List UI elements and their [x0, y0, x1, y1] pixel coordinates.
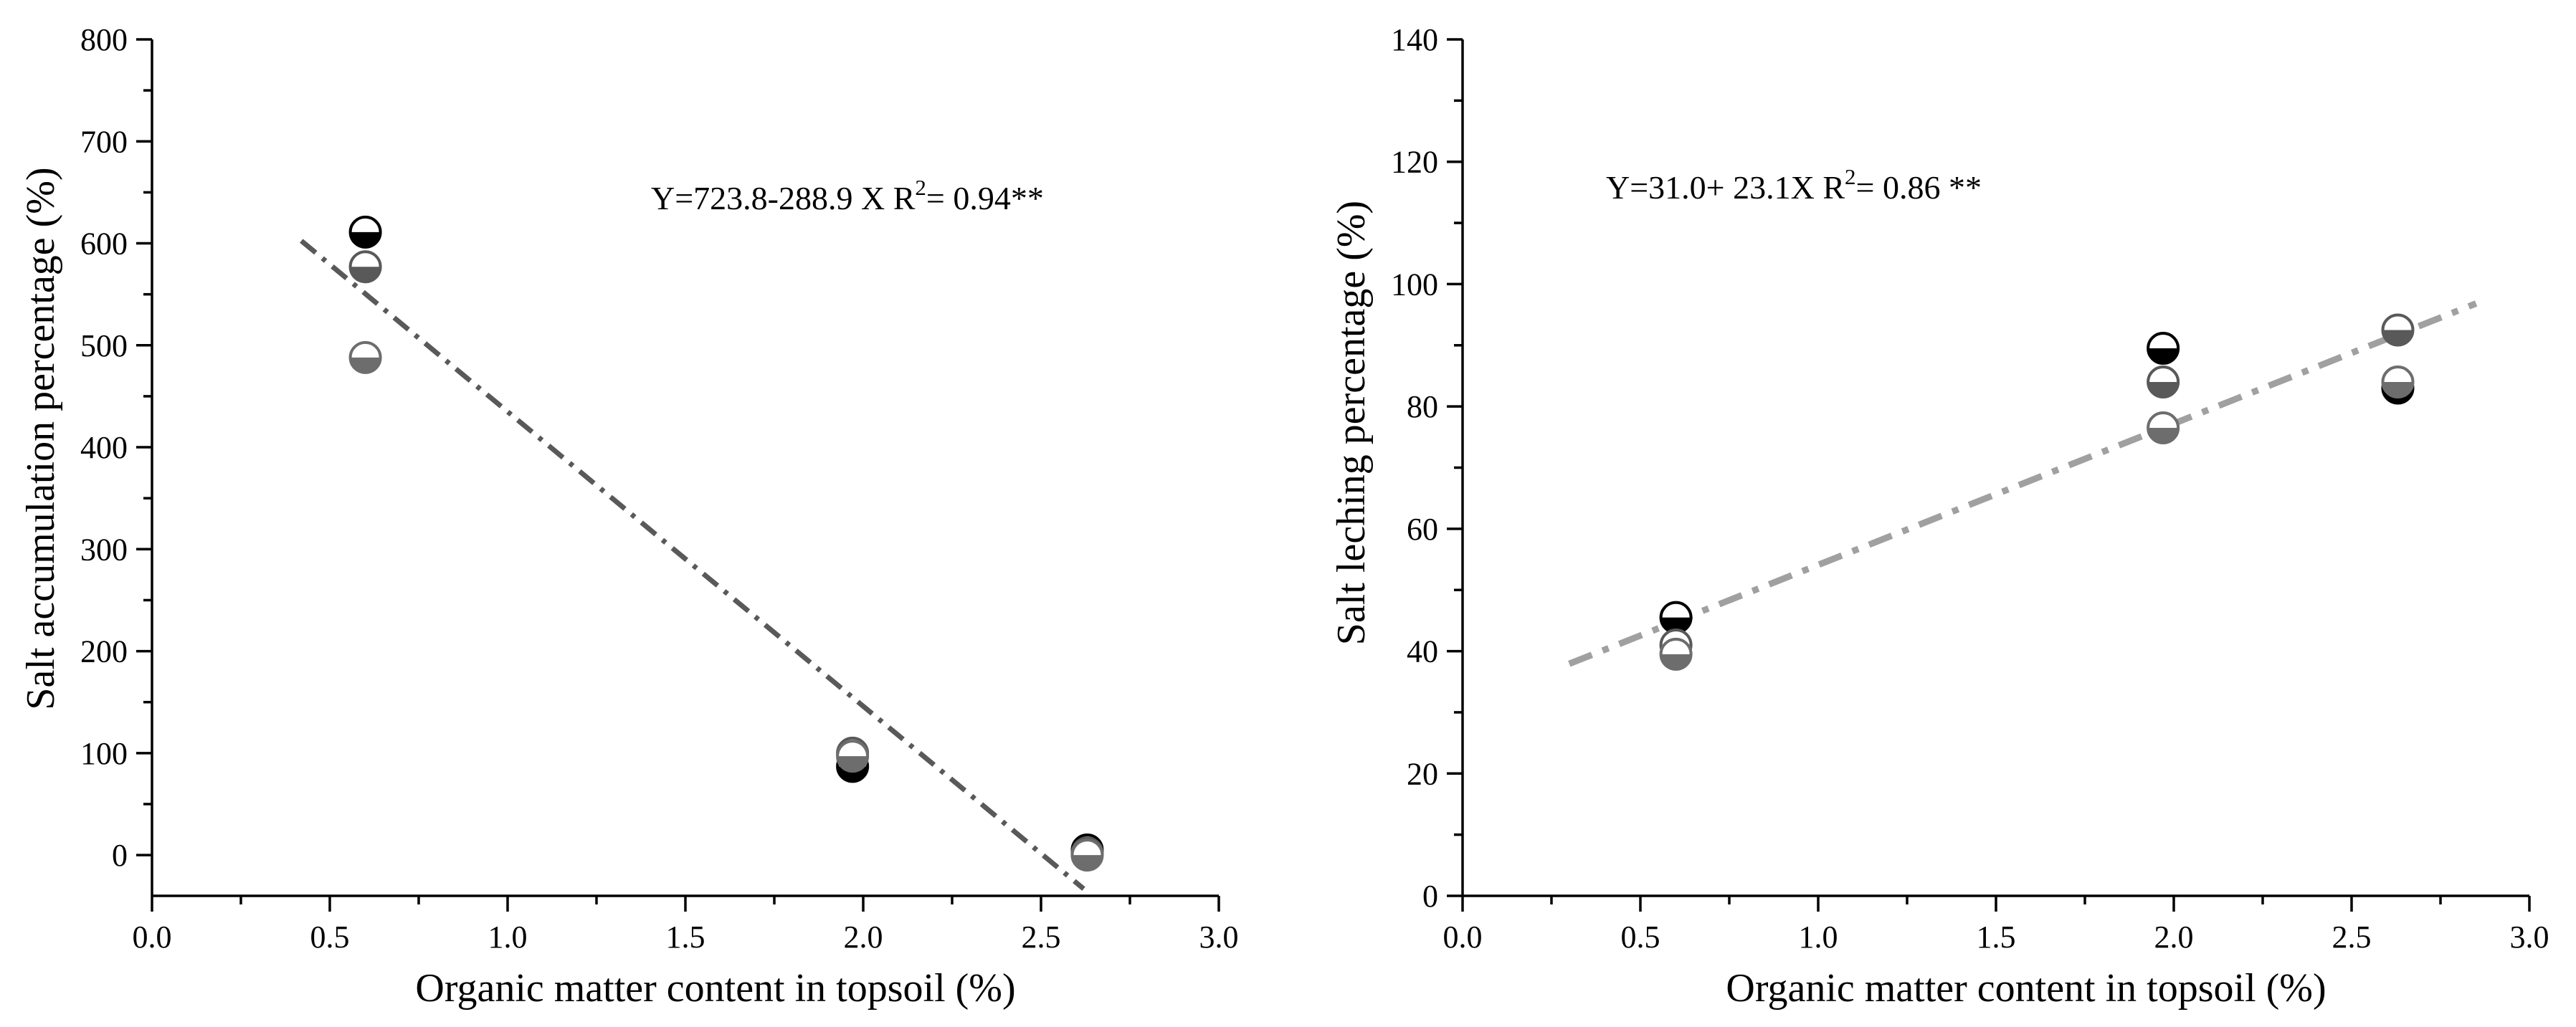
- data-point: [2147, 332, 2180, 366]
- marker-lower-half: [2148, 382, 2179, 397]
- equation-main: Y=723.8-288.9 X R: [651, 180, 916, 216]
- marker-lower-half: [350, 267, 381, 282]
- marker-ring: [2147, 332, 2180, 366]
- y-tick-label: 0: [1422, 879, 1438, 914]
- marker-ring: [348, 340, 382, 374]
- x-tick-label: 1.0: [488, 919, 528, 955]
- data-point: [2147, 411, 2180, 445]
- marker-lower-half: [1660, 617, 1691, 633]
- marker-lower-half: [2382, 382, 2413, 397]
- y-tick-label: 800: [80, 22, 128, 57]
- data-point: [836, 740, 870, 773]
- y-axis-title: Salt leching percentage (%): [1329, 201, 1374, 645]
- x-tick-label: 3.0: [2510, 919, 2549, 955]
- data-point: [1659, 637, 1693, 671]
- marker-ring: [2381, 366, 2415, 398]
- y-tick-label: 140: [1391, 22, 1438, 57]
- regression-line: [1568, 300, 2478, 667]
- x-axis-title: Organic matter content in topsoil (%): [1726, 966, 2326, 1011]
- marker-lower-half: [1072, 855, 1103, 871]
- y-tick-label: 40: [1407, 634, 1438, 669]
- x-tick-label: 2.5: [2332, 919, 2372, 955]
- marker-lower-half: [837, 756, 868, 772]
- regression-equation: Y=31.0+ 23.1X R2= 0.86 **: [1606, 164, 1982, 206]
- marker-lower-half: [350, 357, 381, 373]
- x-tick-label: 0.5: [1621, 919, 1660, 955]
- x-tick-label: 0.0: [1443, 919, 1483, 955]
- y-axis-title: Salt accumulation percentage (%): [19, 167, 63, 710]
- marker-ring: [1070, 839, 1104, 872]
- regression-equation: Y=723.8-288.9 X R2= 0.94**: [651, 175, 1044, 216]
- marker-lower-half: [2148, 428, 2179, 444]
- equation-main: Y=31.0+ 23.1X R: [1606, 169, 1845, 206]
- x-axis-title: Organic matter content in topsoil (%): [415, 966, 1015, 1011]
- salt-accumulation-chart: Salt accumulation percentage (%) Organic…: [19, 22, 1239, 1011]
- y-tick-label: 200: [80, 634, 128, 669]
- marker-ring: [1659, 637, 1693, 671]
- salt-leaching-chart: Salt leching percentage (%) Organic matt…: [1329, 22, 2549, 1011]
- marker-ring: [2147, 366, 2180, 398]
- marker-ring: [348, 250, 382, 284]
- equation-tail: = 0.86 **: [1856, 169, 1982, 206]
- x-tick-label: 0.0: [133, 919, 172, 955]
- y-tick-label: 120: [1391, 145, 1438, 180]
- y-tick-label: 100: [80, 736, 128, 771]
- x-tick-label: 2.0: [2154, 919, 2194, 955]
- equation-superscript: 2: [1845, 164, 1856, 189]
- equation-tail: = 0.94**: [926, 180, 1044, 216]
- x-tick-label: 1.5: [1977, 919, 2016, 955]
- regression-line: [300, 239, 1085, 891]
- marker-lower-half: [1660, 654, 1691, 669]
- data-point: [2147, 366, 2180, 398]
- marker-ring: [836, 740, 870, 773]
- data-point: [2381, 366, 2415, 398]
- data-point: [348, 340, 382, 374]
- x-tick-label: 0.5: [310, 919, 350, 955]
- marker-lower-half: [2148, 348, 2179, 364]
- y-tick-label: 300: [80, 532, 128, 567]
- y-tick-label: 60: [1407, 512, 1438, 547]
- x-tick-label: 2.0: [844, 919, 883, 955]
- data-point: [2381, 313, 2415, 347]
- marker-lower-half: [2382, 330, 2413, 345]
- y-tick-label: 700: [80, 124, 128, 159]
- y-tick-label: 80: [1407, 389, 1438, 424]
- data-point: [348, 215, 382, 249]
- data-point: [348, 250, 382, 284]
- data-point: [1659, 601, 1693, 634]
- x-tick-label: 3.0: [1199, 919, 1239, 955]
- y-tick-label: 600: [80, 226, 128, 262]
- y-tick-label: 500: [80, 328, 128, 363]
- marker-ring: [2147, 411, 2180, 445]
- y-tick-label: 20: [1407, 756, 1438, 791]
- data-point: [1070, 839, 1104, 872]
- marker-ring: [348, 215, 382, 249]
- x-tick-label: 1.5: [666, 919, 705, 955]
- y-tick-label: 100: [1391, 267, 1438, 302]
- x-tick-label: 1.0: [1799, 919, 1838, 955]
- y-tick-label: 0: [112, 838, 128, 873]
- x-tick-label: 2.5: [1022, 919, 1061, 955]
- marker-lower-half: [350, 231, 381, 247]
- y-tick-label: 400: [80, 430, 128, 465]
- marker-ring: [2381, 313, 2415, 347]
- equation-superscript: 2: [915, 175, 926, 200]
